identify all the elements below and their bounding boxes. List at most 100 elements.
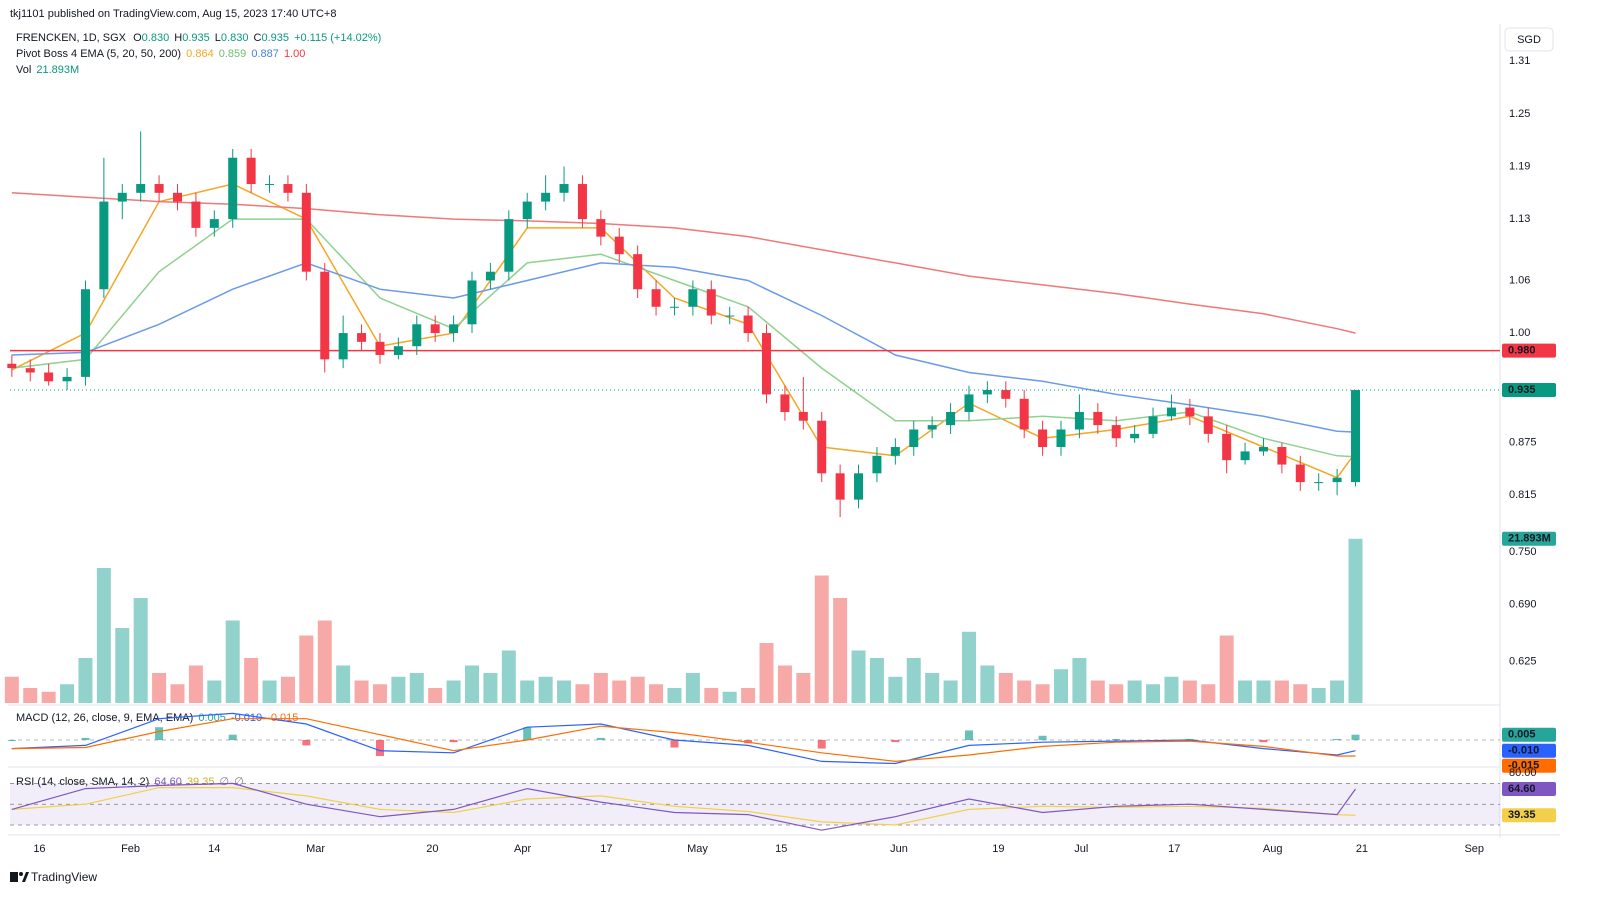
candle-body [762,333,772,395]
candle-body [725,315,735,317]
volume-bar [575,684,590,703]
volume-bar [1311,688,1326,703]
candle-body [1222,433,1232,461]
volume-bar [1182,680,1197,703]
volume-bar [1274,680,1289,703]
volume-bar [152,673,167,703]
volume-bar [630,676,645,703]
volume-bar [1146,684,1161,703]
candle-body [504,219,514,272]
volume-bar [1201,684,1216,703]
macd-histogram-bar [817,740,826,749]
candle-body [467,280,477,325]
x-tick-label: 16 [33,843,45,855]
y-tick-label: 0.815 [1509,489,1537,501]
candle-body [706,289,716,316]
signal-tag: -0.015 [1508,760,1539,772]
candle-body [541,192,551,202]
y-tick-label: 0.690 [1509,599,1537,611]
hline-tag: 0.980 [1508,345,1536,357]
symbol-legend: FRENCKEN, 1D, SGX O0.830 H0.935 L0.830 C… [16,32,381,44]
volume-bar [1219,635,1234,703]
candle-body [1185,407,1195,417]
y-tick-label: 1.00 [1509,327,1530,339]
candle-body [688,289,698,307]
volume-bar [777,665,792,703]
candle-body [228,157,238,220]
currency[interactable]: SGD [1517,34,1541,46]
volume-bar [133,598,148,703]
symbol: FRENCKEN, 1D, SGX [16,32,127,44]
candle-body [430,324,440,334]
volume-bar [1256,680,1271,703]
candle-body [1093,411,1103,426]
candle-body [982,390,992,395]
volume-bar [465,665,480,703]
candle-body [80,289,90,377]
currency-button[interactable] [1504,27,1554,52]
candle-body [1258,447,1268,452]
x-tick-label: Mar [306,843,325,855]
candle-body [320,271,330,360]
candle-body [577,184,587,220]
candle-body [1314,482,1324,484]
vol-legend: Vol 21.893M [16,64,79,76]
volume-bar [520,680,535,703]
macd-tag: -0.010 [1508,745,1539,757]
x-tick-label: Feb [121,843,140,855]
volume-bar [1109,684,1124,703]
macd-histogram-bar [155,727,164,741]
volume-bar [225,620,240,703]
ema-value: 0.859 [219,48,247,60]
candle-body [1277,447,1287,465]
volume-bar [869,658,884,703]
candle-body [485,271,495,281]
candle-body [25,368,35,373]
macd-histogram-bar [596,737,605,741]
candle-body [1001,390,1011,399]
publisher: tkj1101 published on TradingView.com, Au… [10,8,336,20]
x-tick-label: Jun [890,843,908,855]
rsi-sma-line [11,787,1356,826]
candle-body [1056,429,1066,448]
volume-bar [428,688,443,703]
ohlc-value: 0.935 [182,32,210,44]
ema-value: 0.887 [251,48,279,60]
volume-bar [1054,669,1069,703]
candle-body [357,333,367,342]
volume-bar [593,673,608,703]
volume-bar [557,680,572,703]
volume-bar [998,673,1013,703]
volume-bar [391,676,406,703]
volume-bar [612,680,627,703]
macd-histogram-bar [7,740,16,742]
volume-bar [4,676,19,703]
volume-bar [888,676,903,703]
signal-tag-bg [1502,758,1556,773]
macd-histogram-bar [228,734,237,741]
candle-body [1203,416,1213,434]
volume-bar [1017,680,1032,703]
macd-value: -0.015 [267,712,298,724]
volume-bar [446,680,461,703]
volume-bar [23,688,38,703]
y-tick-label: 1.06 [1509,274,1530,286]
rsi-line [11,782,1356,831]
macd-histogram-bar [375,740,384,757]
candle-body [1240,451,1250,461]
volume-bar [78,658,93,703]
x-tick-label: Apr [514,843,531,855]
x-tick-label: 19 [992,843,1004,855]
ohlc-value: 0.935 [261,32,289,44]
volume-bar [188,665,203,703]
volume-bar [796,673,811,703]
macd-histogram-bar [302,740,311,746]
volume-bar [1164,676,1179,703]
candle-body [246,157,256,185]
macd-line [11,712,1356,765]
candle-body [798,411,808,421]
macd-hist-tag: 0.005 [1508,729,1536,741]
volume-bar [649,684,664,703]
candle-body [559,184,569,193]
y-tick-label: 1.13 [1509,213,1530,225]
